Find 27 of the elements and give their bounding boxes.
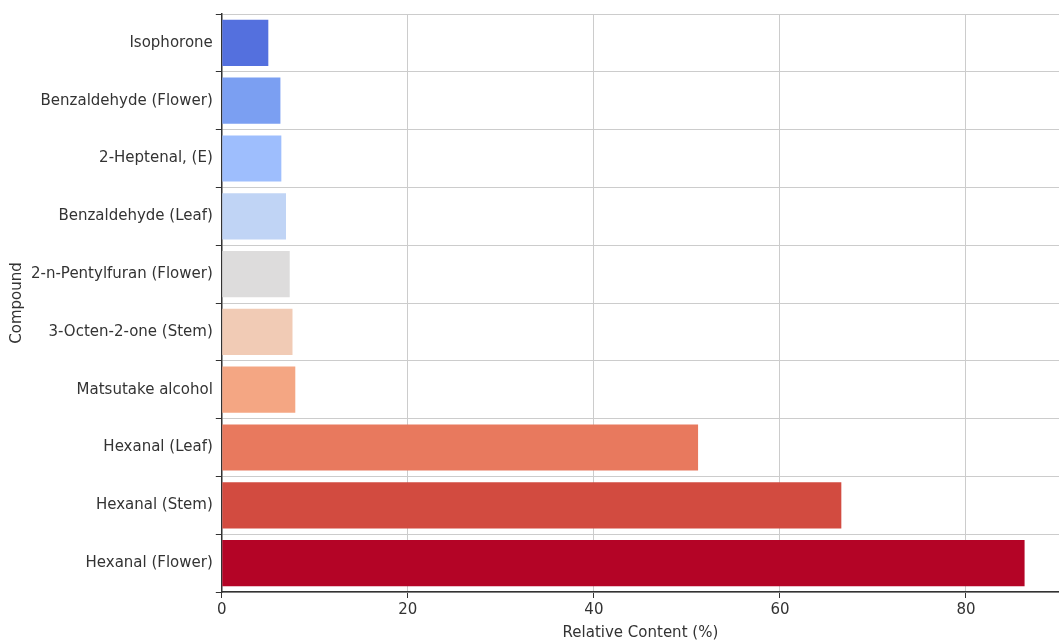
y-tick-label: Hexanal (Stem) <box>95 495 213 514</box>
x-tick-label: 80 <box>956 599 976 618</box>
bar <box>222 482 842 529</box>
y-tick-label: 3-Octen-2-one (Stem) <box>48 321 213 340</box>
bar <box>222 366 296 413</box>
y-tick-label: Hexanal (Leaf) <box>103 437 213 456</box>
x-tick-label: 0 <box>217 599 227 618</box>
bar <box>222 77 281 124</box>
x-tick-label: 40 <box>584 599 604 618</box>
y-tick-label: 2-Heptenal, (E) <box>99 148 213 167</box>
x-axis-title: Relative Content (%) <box>562 622 719 641</box>
y-tick-label: 2-n-Pentylfuran (Flower) <box>31 263 213 282</box>
y-tick-label: Benzaldehyde (Flower) <box>40 90 213 109</box>
y-tick-label: Matsutake alcohol <box>76 379 213 398</box>
bar <box>222 424 699 471</box>
bar <box>222 135 282 182</box>
bar <box>222 250 290 298</box>
bar <box>222 308 293 356</box>
x-tick-label: 20 <box>398 599 418 618</box>
bar <box>222 539 1025 587</box>
bar <box>222 193 286 240</box>
x-tick-label: 60 <box>770 599 790 618</box>
bar <box>222 19 269 67</box>
y-tick-label: Benzaldehyde (Leaf) <box>58 206 213 225</box>
y-tick-label: Isophorone <box>129 32 213 51</box>
y-tick-label: Hexanal (Flower) <box>85 552 213 571</box>
y-axis-title: Compound <box>6 262 25 344</box>
